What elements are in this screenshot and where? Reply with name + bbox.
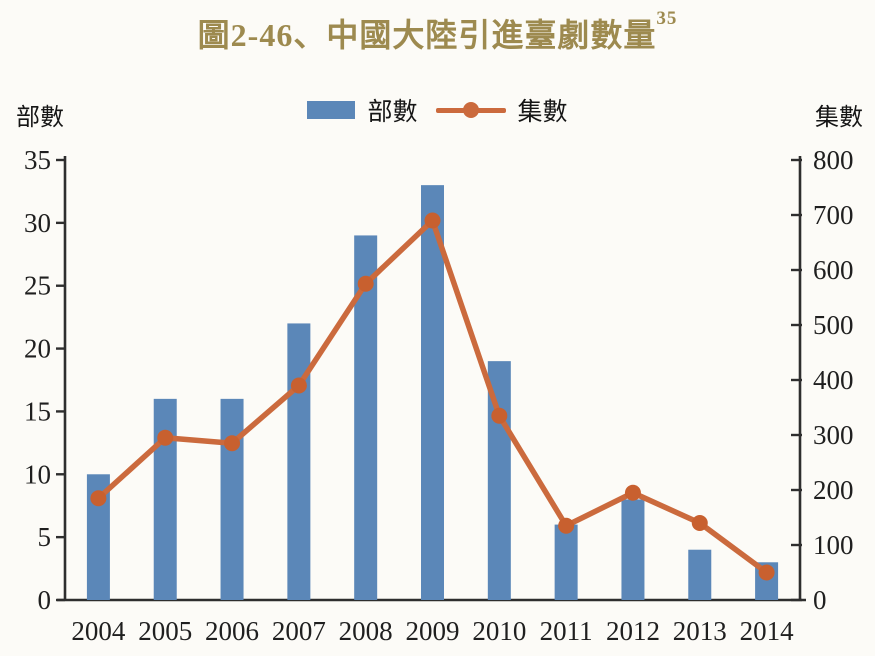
svg-text:400: 400 <box>813 365 854 395</box>
svg-text:200: 200 <box>813 475 854 505</box>
svg-text:10: 10 <box>24 459 51 489</box>
svg-text:2004: 2004 <box>71 616 126 646</box>
legend-label-line: 集數 <box>517 99 568 126</box>
svg-text:2010: 2010 <box>472 616 526 646</box>
line-series-swatch <box>435 100 506 120</box>
svg-text:600: 600 <box>813 255 854 285</box>
left-axis-unit-label: 部數 <box>16 105 64 131</box>
svg-text:0: 0 <box>38 585 52 615</box>
svg-text:2014: 2014 <box>740 616 795 646</box>
svg-text:0: 0 <box>813 585 827 615</box>
bar-series-swatch <box>307 101 356 119</box>
svg-text:5: 5 <box>38 522 52 552</box>
chart-title: 圖2-46、中國大陸引進臺劇數量35 <box>0 8 875 56</box>
legend-item-bars: 部數 <box>307 92 418 128</box>
svg-text:2008: 2008 <box>339 616 393 646</box>
chart-legend: 部數 集數 <box>0 92 875 128</box>
svg-text:35: 35 <box>24 145 51 175</box>
svg-text:2006: 2006 <box>205 616 259 646</box>
svg-text:25: 25 <box>24 271 51 301</box>
svg-text:20: 20 <box>24 334 51 364</box>
svg-text:2007: 2007 <box>272 616 326 646</box>
svg-text:2013: 2013 <box>673 616 727 646</box>
svg-text:100: 100 <box>813 530 854 560</box>
svg-text:2005: 2005 <box>138 616 192 646</box>
svg-text:500: 500 <box>813 310 854 340</box>
svg-text:700: 700 <box>813 200 854 230</box>
svg-text:2012: 2012 <box>606 616 660 646</box>
svg-text:2009: 2009 <box>406 616 460 646</box>
svg-text:2011: 2011 <box>540 616 593 646</box>
svg-text:15: 15 <box>24 396 51 426</box>
svg-text:300: 300 <box>813 420 854 450</box>
right-axis-unit-label: 集數 <box>815 105 863 131</box>
footnote-reference: 35 <box>656 8 678 29</box>
svg-text:800: 800 <box>813 145 854 175</box>
svg-text:30: 30 <box>24 208 51 238</box>
legend-item-line: 集數 <box>435 92 568 128</box>
line-swatch-marker-icon <box>462 102 479 118</box>
chart-title-text: 圖2-46、中國大陸引進臺劇數量 <box>197 17 657 53</box>
legend-label-bars: 部數 <box>367 99 418 126</box>
